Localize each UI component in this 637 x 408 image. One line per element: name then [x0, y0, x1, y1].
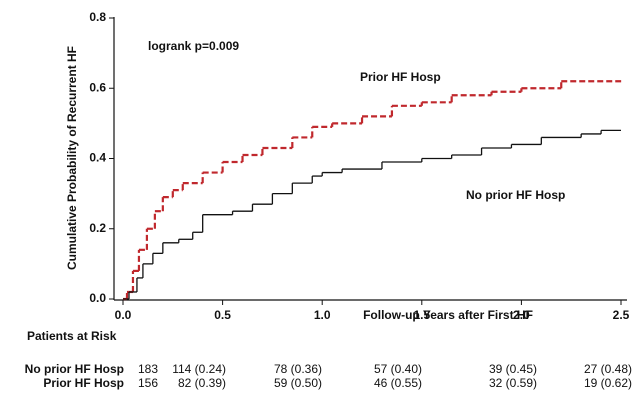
- risk-cell: 78 (0.36): [274, 362, 322, 376]
- risk-cell: 82 (0.39): [178, 376, 226, 390]
- x-tick-label: 1.0: [314, 308, 331, 322]
- y-tick-label: 0.8: [89, 10, 106, 24]
- y-tick-label: 0.0: [89, 291, 106, 305]
- risk-cell: 57 (0.40): [374, 362, 422, 376]
- annotation: logrank p=0.009: [148, 39, 239, 53]
- x-tick-label: 0.0: [115, 308, 132, 322]
- y-tick-label: 0.6: [89, 80, 106, 94]
- risk-cell: 46 (0.55): [374, 376, 422, 390]
- x-tick-label: 2.5: [613, 308, 630, 322]
- risk-cell: 32 (0.59): [489, 376, 537, 390]
- risk-cell: 27 (0.48): [584, 362, 632, 376]
- risk-cell: 114 (0.24): [172, 362, 226, 376]
- risk-table-title: Patients at Risk: [27, 329, 117, 343]
- x-axis-label: Follow-up Years after First HF: [363, 308, 533, 322]
- risk-row-name: Prior HF Hosp: [43, 376, 124, 390]
- series-label: No prior HF Hosp: [466, 188, 565, 202]
- y-axis-label: Cumulative Probability of Recurrent HF: [65, 46, 79, 270]
- risk-row-name: No prior HF Hosp: [25, 362, 124, 376]
- risk-cell: 156: [138, 376, 158, 390]
- risk-cell: 39 (0.45): [489, 362, 537, 376]
- risk-cell: 183: [138, 362, 158, 376]
- series-label: Prior HF Hosp: [360, 70, 441, 84]
- y-tick-label: 0.4: [89, 151, 106, 165]
- risk-cell: 59 (0.50): [274, 376, 322, 390]
- x-tick-label: 1.5: [413, 308, 430, 322]
- risk-cell: 19 (0.62): [584, 376, 632, 390]
- x-tick-label: 2.0: [513, 308, 530, 322]
- y-tick-label: 0.2: [89, 221, 106, 235]
- x-tick-label: 0.5: [214, 308, 231, 322]
